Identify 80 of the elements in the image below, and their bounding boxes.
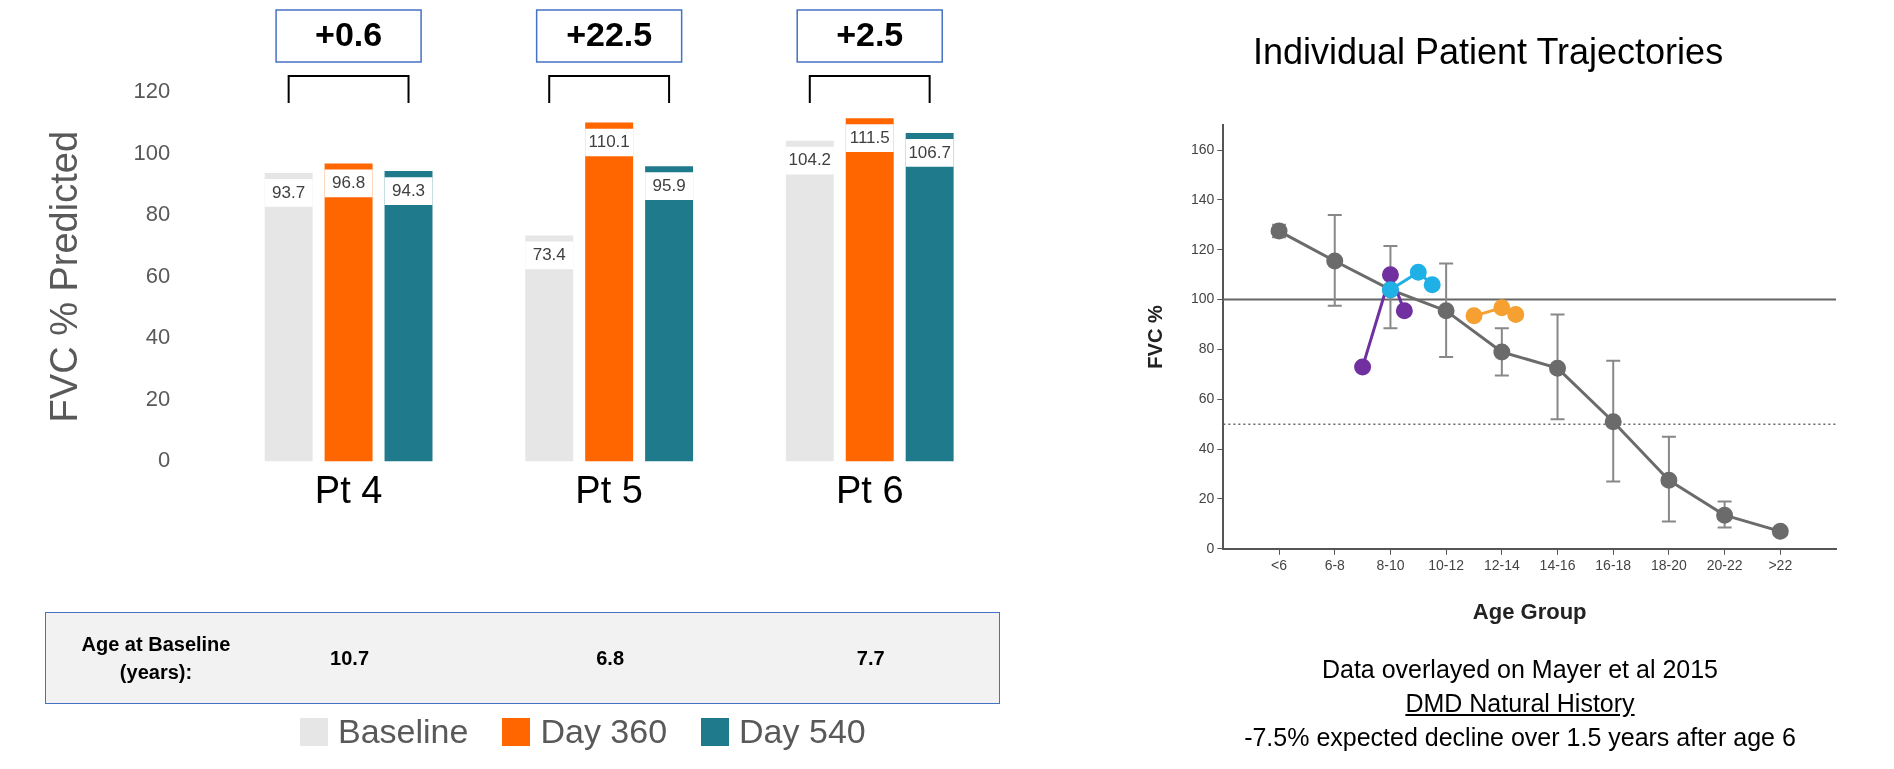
y-tick-label: 40 — [145, 324, 171, 350]
x-tick-label: <6 — [1271, 557, 1288, 574]
x-tick-label: 14-16 — [1539, 557, 1576, 574]
text: -7.5% expected decline over 1.5 years after age 6 — [1243, 722, 1797, 753]
y-tick-label: 20 — [145, 385, 171, 411]
bar — [264, 172, 313, 462]
x-tick-label: >22 — [1768, 557, 1793, 574]
data-label: 96.8 — [332, 173, 366, 193]
chart-title: Individual Patient Trajectories — [1252, 30, 1724, 72]
point — [1354, 358, 1372, 376]
y-tick-label: 100 — [133, 139, 171, 165]
x-tick-label: 12-14 — [1483, 557, 1520, 574]
y-tick-label: 20 — [1198, 489, 1215, 506]
bar — [785, 140, 834, 462]
text: 6.8 — [596, 646, 625, 670]
data-label: 104.2 — [788, 150, 832, 170]
data-label: 111.5 — [849, 127, 890, 147]
data-label: 106.7 — [908, 142, 951, 162]
text: 10.7 — [330, 646, 370, 670]
data-label: 110.1 — [588, 132, 630, 152]
x-tick-label: 20-22 — [1706, 557, 1743, 574]
data-label: 73.4 — [532, 245, 566, 265]
data-label: 94.3 — [391, 180, 426, 200]
x-tick-label: Pt 4 — [314, 468, 383, 511]
x-tick-label: 18-20 — [1651, 557, 1688, 574]
bar — [324, 163, 373, 462]
x-axis-title: Age Group — [1472, 598, 1587, 624]
bar — [905, 132, 954, 462]
point — [1381, 266, 1399, 284]
legend-label: Baseline — [338, 712, 469, 751]
text: +2.5 — [836, 15, 904, 54]
x-tick-label: 10-12 — [1428, 557, 1465, 574]
y-tick-label: 120 — [133, 78, 171, 104]
bar — [845, 118, 894, 462]
point — [1507, 306, 1525, 324]
text: DMD Natural History — [1404, 688, 1636, 719]
point — [1493, 343, 1511, 361]
point — [1437, 302, 1455, 320]
y-tick-label: 0 — [158, 447, 171, 473]
y-axis-title: FVC % — [1143, 305, 1166, 369]
point — [1423, 276, 1441, 294]
point — [1326, 252, 1344, 270]
y-tick-label: 100 — [1191, 290, 1215, 307]
y-tick-label: 60 — [145, 262, 171, 288]
x-tick-label: 16-18 — [1595, 557, 1632, 574]
y-tick-label: 60 — [1198, 390, 1215, 407]
point — [1493, 299, 1511, 317]
y-tick-label: 140 — [1191, 190, 1215, 207]
legend-label: Day 540 — [739, 712, 866, 751]
point — [1771, 522, 1789, 540]
x-tick-label: 6-8 — [1324, 557, 1346, 574]
bar — [384, 171, 433, 462]
text: Data overlayed on Mayer et al 2015 — [1320, 654, 1720, 685]
data-label: 93.7 — [272, 182, 306, 202]
x-tick-label: Pt 6 — [835, 468, 904, 511]
text: Age at Baseline (years): — [80, 632, 232, 685]
text: +0.6 — [315, 15, 383, 54]
text: +22.5 — [566, 15, 653, 54]
bar — [645, 166, 694, 462]
x-tick-label: 8-10 — [1376, 557, 1405, 574]
point — [1465, 307, 1483, 325]
point — [1604, 413, 1622, 431]
data-label: 95.9 — [652, 175, 686, 195]
point — [1716, 506, 1734, 524]
point — [1395, 302, 1413, 320]
y-tick-label: 40 — [1198, 439, 1215, 456]
legend-label: Day 360 — [540, 712, 668, 751]
point — [1549, 359, 1567, 377]
text: 7.7 — [856, 646, 885, 670]
bar — [585, 122, 634, 462]
y-axis-title: FVC % Predicted — [43, 130, 86, 423]
x-tick-label: Pt 5 — [575, 468, 643, 511]
y-tick-label: 160 — [1191, 140, 1215, 157]
point — [1409, 263, 1427, 281]
point — [1660, 471, 1678, 489]
y-tick-label: 120 — [1191, 240, 1215, 257]
y-tick-label: 80 — [145, 201, 171, 227]
y-tick-label: 0 — [1206, 539, 1215, 556]
y-tick-label: 80 — [1198, 340, 1215, 357]
bar — [525, 235, 574, 462]
